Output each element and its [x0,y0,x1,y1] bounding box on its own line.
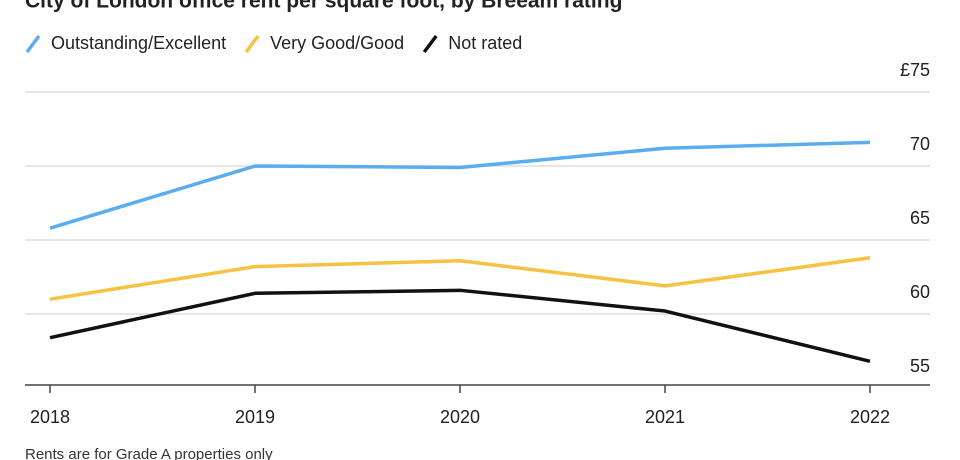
y-tick-label: 60 [910,282,930,302]
chart-title: City of London office rent per square fo… [25,0,622,13]
x-tick-label: 2021 [645,407,685,427]
x-tick-label: 2019 [235,407,275,427]
series-line [49,288,871,364]
y-tick-label: 65 [910,208,930,228]
y-tick-label: £75 [900,60,930,80]
legend-swatch [422,34,438,54]
legend: Outstanding/Excellent Very Good/Good Not r… [25,33,522,54]
y-tick-label: 55 [910,356,930,376]
legend-label: Outstanding/Excellent [51,33,226,53]
x-tick-label: 2022 [850,407,890,427]
footnote: Rents are for Grade A properties only [25,446,273,460]
legend-label: Very Good/Good [270,33,404,53]
series-line [49,140,871,230]
x-tick-label: 2020 [440,407,480,427]
series-line [49,256,871,301]
legend-swatch [25,34,41,54]
legend-label: Not rated [448,33,522,53]
x-tick-label: 2018 [30,407,70,427]
legend-swatch [244,34,260,54]
y-tick-label: 70 [910,134,930,154]
